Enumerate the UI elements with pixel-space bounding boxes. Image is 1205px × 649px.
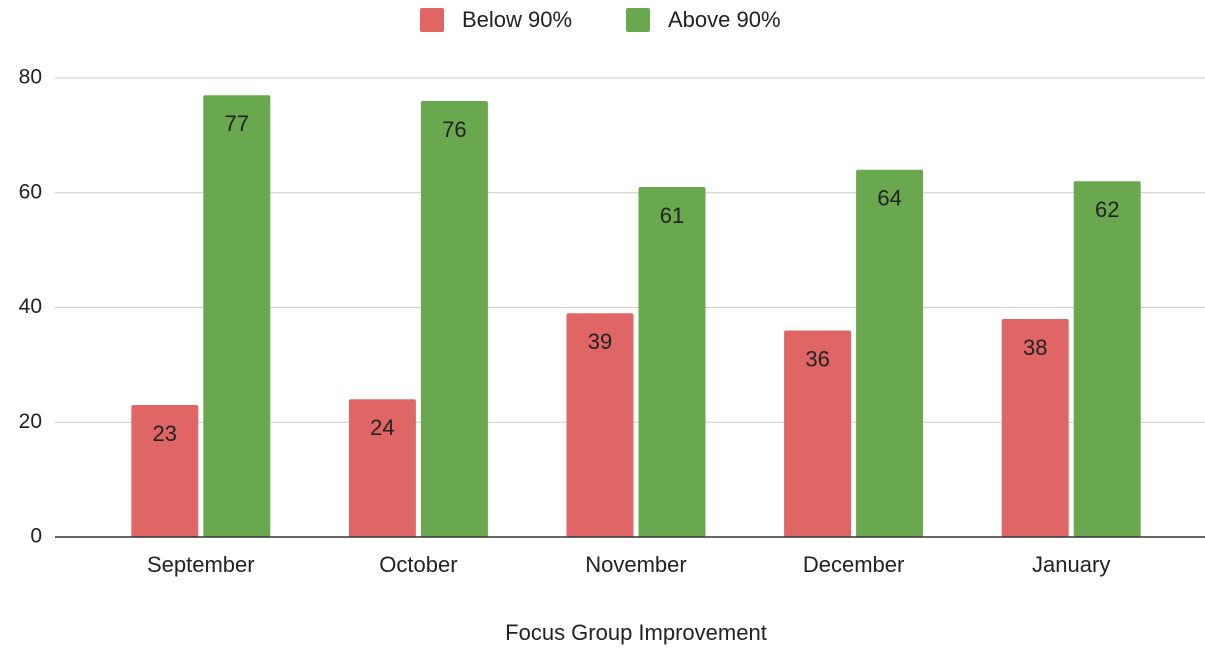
bar bbox=[1073, 181, 1141, 537]
bar bbox=[856, 169, 924, 538]
data-label: 62 bbox=[1095, 197, 1119, 222]
y-tick-label: 40 bbox=[19, 295, 42, 318]
legend-swatch bbox=[626, 8, 650, 32]
bar bbox=[1001, 318, 1069, 537]
data-label: 39 bbox=[588, 329, 612, 354]
data-label: 24 bbox=[370, 415, 394, 440]
data-label: 76 bbox=[442, 117, 466, 142]
bar bbox=[131, 405, 199, 537]
legend-label: Below 90% bbox=[462, 7, 572, 32]
data-label: 36 bbox=[805, 346, 829, 371]
data-label: 77 bbox=[225, 111, 249, 136]
x-tick-label: November bbox=[585, 552, 686, 577]
data-label: 64 bbox=[877, 186, 901, 211]
data-label: 61 bbox=[660, 203, 684, 228]
bar bbox=[420, 100, 488, 537]
bar bbox=[784, 330, 852, 537]
bar bbox=[203, 95, 271, 538]
x-tick-label: September bbox=[147, 552, 255, 577]
data-label: 23 bbox=[153, 421, 177, 446]
legend-swatch bbox=[420, 8, 444, 32]
x-axis-title: Focus Group Improvement bbox=[505, 620, 767, 645]
y-tick-label: 60 bbox=[19, 180, 42, 203]
bar bbox=[566, 313, 634, 537]
x-tick-label: December bbox=[803, 552, 904, 577]
bar bbox=[348, 399, 416, 537]
data-label: 38 bbox=[1023, 335, 1047, 360]
legend-label: Above 90% bbox=[668, 7, 781, 32]
x-tick-label: January bbox=[1032, 552, 1110, 577]
y-tick-label: 0 bbox=[30, 525, 42, 548]
bar bbox=[638, 187, 706, 537]
y-tick-label: 20 bbox=[19, 410, 42, 433]
x-tick-label: October bbox=[379, 552, 457, 577]
y-tick-label: 80 bbox=[19, 66, 42, 89]
